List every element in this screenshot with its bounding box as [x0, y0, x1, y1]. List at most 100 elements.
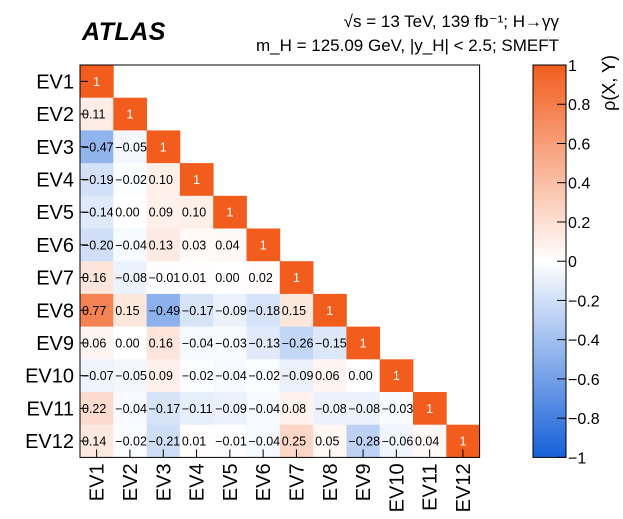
colorbar-tick-label: 0.2: [568, 215, 590, 232]
cell-value-label: 0.77: [82, 304, 106, 318]
heatmap-cell: [146, 228, 181, 262]
cell-value-label: −0.20: [82, 238, 114, 252]
colorbar-tick-label: 0.6: [568, 136, 590, 153]
heatmap-cell: [146, 293, 181, 327]
cell-value-label: −0.11: [182, 402, 213, 416]
cell-value-label: −0.13: [249, 336, 281, 350]
heatmap-cell: [113, 293, 147, 327]
heatmap-cell: [146, 195, 181, 229]
cell-value-label: 1: [126, 108, 133, 122]
heatmap-cell: [279, 293, 314, 327]
cell-value-label: −0.04: [115, 238, 147, 252]
cell-value-label: 0.09: [149, 369, 173, 383]
cell-value-label: −0.04: [115, 402, 147, 416]
column-label: EV9: [353, 463, 375, 501]
row-label: EV10: [25, 366, 74, 388]
colorbar-tick-label: −1: [568, 450, 586, 467]
colorbar-tick-label: −0.6: [568, 372, 600, 389]
cell-value-label: −0.01: [149, 271, 181, 285]
heatmap-cell: [379, 359, 414, 393]
heatmap-cell: [313, 293, 347, 327]
cell-value-label: −0.02: [182, 369, 214, 383]
cell-value-label: −0.07: [82, 369, 114, 383]
heatmap-cell: [113, 228, 147, 262]
cell-value-label: 1: [426, 402, 433, 416]
colorbar-tick-label: 0.8: [568, 97, 590, 114]
heatmap-cell: [113, 195, 147, 229]
heatmap-cell: [213, 228, 247, 262]
heatmap-cell: [179, 392, 214, 426]
cell-value-label: 0.16: [82, 271, 106, 285]
cell-value-label: −0.02: [249, 369, 281, 383]
cell-value-label: 1: [326, 304, 333, 318]
cell-value-label: 1: [260, 238, 267, 252]
column-label: EV2: [120, 463, 142, 501]
cell-value-label: 1: [193, 173, 200, 187]
colorbar-label: ρ(X, Y): [599, 55, 619, 111]
column-label: EV10: [386, 463, 408, 512]
cell-value-label: 0.06: [82, 336, 106, 350]
colorbar-tick-label: 0.4: [568, 176, 590, 193]
cell-value-label: 0.00: [115, 336, 139, 350]
cell-value-label: −0.15: [315, 336, 347, 350]
cell-value-label: −0.04: [215, 369, 247, 383]
heatmap-cell: [246, 326, 281, 360]
cell-value-label: −0.05: [115, 369, 147, 383]
cell-value-label: −0.02: [115, 435, 147, 449]
heatmap-cell: [346, 359, 381, 393]
column-label: EV3: [153, 463, 175, 501]
cell-value-label: 0.04: [415, 435, 439, 449]
row-label: EV2: [36, 104, 74, 126]
cell-value-label: −0.03: [382, 402, 414, 416]
plot-frame: [79, 64, 481, 458]
row-label: EV7: [36, 268, 74, 290]
heatmap-cell: [113, 359, 147, 393]
cell-value-label: −0.14: [82, 206, 114, 220]
heatmap-cell: [113, 163, 147, 197]
cell-value-label: −0.19: [82, 173, 114, 187]
cell-value-label: 0.25: [282, 435, 306, 449]
heatmap-cell: [113, 261, 147, 295]
cell-value-label: 0.11: [82, 108, 105, 122]
column-label: EV5: [220, 463, 242, 501]
cell-value-label: 0.22: [82, 402, 106, 416]
heatmap-cell: [146, 261, 181, 295]
cell-value-label: 0.00: [348, 369, 372, 383]
row-label: EV5: [36, 202, 74, 224]
cell-value-label: 1: [459, 435, 466, 449]
colorbar-tick-label: −0.2: [568, 293, 600, 310]
header-selection: m_H = 125.09 GeV, |y_H| < 2.5; SMEFT: [255, 36, 559, 55]
cell-value-label: −0.09: [215, 304, 247, 318]
cell-value-label: 0.06: [315, 369, 339, 383]
cell-value-label: 0.01: [182, 271, 206, 285]
heatmap-cell: [146, 359, 181, 393]
heatmap-cell: [313, 359, 347, 393]
cell-value-label: 0.01: [182, 435, 206, 449]
cell-value-label: −0.17: [149, 402, 181, 416]
cell-value-label: 0.16: [149, 336, 173, 350]
cell-value-label: −0.04: [182, 336, 214, 350]
heatmap-cell: [179, 293, 214, 327]
heatmap-cell: [213, 392, 247, 426]
cell-value-label: −0.08: [315, 402, 347, 416]
heatmap-cell: [179, 359, 214, 393]
heatmap-cell: [279, 392, 314, 426]
heatmap-cell: [113, 97, 147, 131]
row-label: EV1: [36, 71, 74, 93]
heatmap-cell: [379, 392, 414, 426]
colorbar-tick-label: −0.8: [568, 411, 600, 428]
column-label: EV6: [253, 463, 275, 501]
column-label: EV4: [187, 463, 209, 501]
heatmap-cell: [146, 130, 181, 164]
cell-value-label: 0.02: [249, 271, 273, 285]
heatmap-cell: [346, 392, 381, 426]
cell-value-label: −0.28: [348, 435, 380, 449]
column-label: EV7: [286, 463, 308, 501]
cell-value-label: −0.05: [115, 140, 147, 154]
row-label: EV8: [36, 300, 74, 322]
heatmap-cell: [246, 392, 281, 426]
heatmap-cell: [279, 261, 314, 295]
heatmap-cell: [179, 261, 214, 295]
atlas-label: ATLAS: [82, 18, 166, 46]
